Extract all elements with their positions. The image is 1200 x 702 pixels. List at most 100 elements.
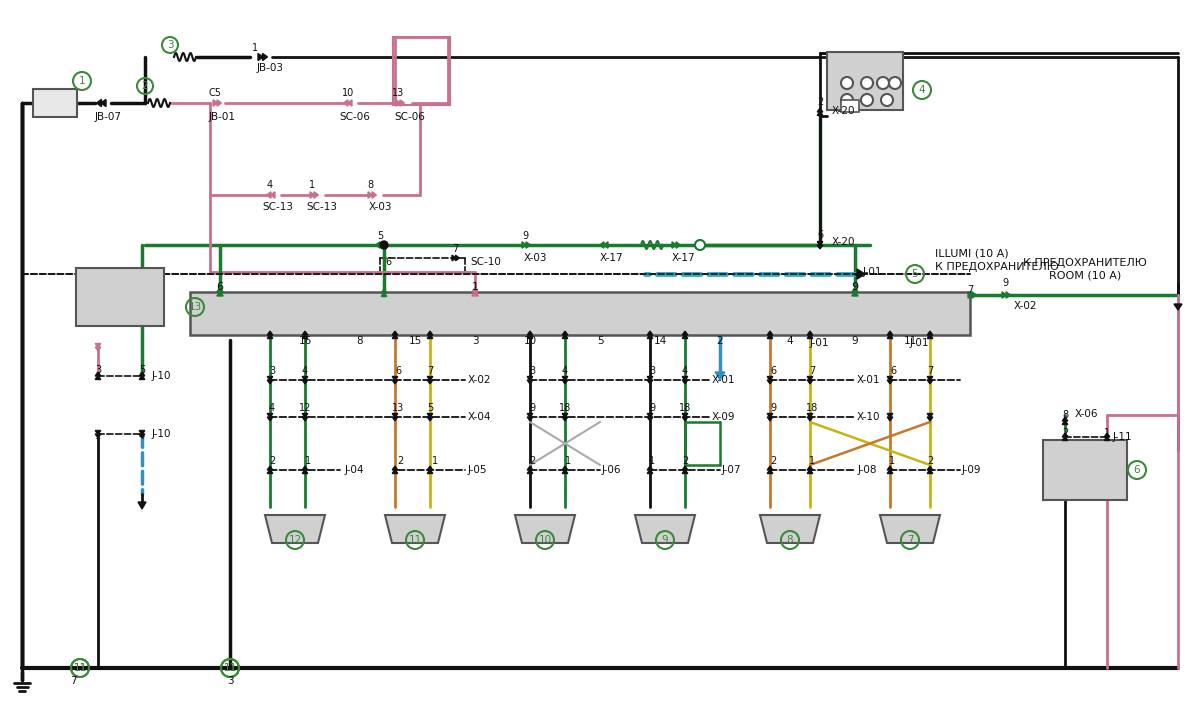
Polygon shape	[887, 335, 893, 338]
Polygon shape	[427, 380, 433, 384]
Polygon shape	[427, 376, 433, 380]
Polygon shape	[647, 413, 653, 418]
Polygon shape	[527, 466, 533, 470]
Polygon shape	[647, 335, 653, 338]
Circle shape	[841, 94, 853, 106]
Text: 4: 4	[562, 366, 568, 376]
Text: 7: 7	[70, 676, 77, 686]
Polygon shape	[887, 466, 893, 470]
Polygon shape	[95, 430, 101, 435]
Bar	[34, 89, 77, 117]
Text: J-09: J-09	[962, 465, 982, 475]
Bar	[394, 37, 450, 105]
Polygon shape	[760, 515, 820, 543]
Text: 2: 2	[529, 456, 535, 466]
Polygon shape	[928, 470, 932, 474]
Polygon shape	[1006, 292, 1010, 298]
Text: 6: 6	[770, 366, 776, 376]
Polygon shape	[563, 417, 568, 421]
Text: 9: 9	[529, 403, 535, 413]
Text: J-07: J-07	[722, 465, 742, 475]
Text: 1: 1	[308, 180, 316, 190]
Text: JB-03: JB-03	[257, 63, 283, 73]
Polygon shape	[928, 380, 932, 384]
Polygon shape	[302, 376, 307, 380]
Text: 1: 1	[889, 456, 895, 466]
Text: 1: 1	[252, 43, 258, 53]
Polygon shape	[385, 515, 445, 543]
Polygon shape	[95, 347, 101, 351]
Polygon shape	[452, 256, 456, 261]
Polygon shape	[268, 380, 272, 384]
Text: 13: 13	[188, 302, 202, 312]
Bar	[190, 292, 970, 335]
Polygon shape	[683, 376, 688, 380]
Text: 5: 5	[596, 336, 604, 346]
Polygon shape	[683, 413, 688, 418]
Polygon shape	[268, 331, 272, 335]
Text: 1: 1	[1104, 428, 1110, 438]
Text: 8: 8	[367, 180, 373, 190]
Polygon shape	[527, 470, 533, 474]
Polygon shape	[139, 434, 145, 438]
Text: 9: 9	[1002, 278, 1008, 288]
Text: 11: 11	[223, 663, 236, 673]
Polygon shape	[647, 380, 653, 384]
Text: X-20: X-20	[832, 106, 856, 116]
Text: 4: 4	[266, 180, 274, 190]
Text: 2: 2	[817, 97, 823, 107]
Text: 3: 3	[227, 676, 233, 686]
Polygon shape	[95, 434, 101, 438]
Text: 10: 10	[523, 336, 536, 346]
Polygon shape	[1062, 437, 1068, 440]
Polygon shape	[95, 343, 101, 347]
Text: 1: 1	[432, 456, 438, 466]
Text: X-17: X-17	[599, 253, 623, 263]
Polygon shape	[928, 376, 932, 380]
Text: 1: 1	[305, 456, 311, 466]
Polygon shape	[263, 53, 268, 60]
Polygon shape	[647, 466, 653, 470]
Polygon shape	[427, 331, 433, 335]
Text: 12: 12	[288, 535, 301, 545]
Polygon shape	[217, 288, 223, 292]
Text: К ПРЕДОХРАНИТЕЛЮ: К ПРЕДОХРАНИТЕЛЮ	[1024, 258, 1147, 268]
Text: 3: 3	[95, 365, 101, 375]
Polygon shape	[1174, 304, 1182, 310]
Polygon shape	[427, 466, 433, 470]
Polygon shape	[392, 376, 398, 380]
Text: 7: 7	[926, 366, 934, 376]
Text: 5: 5	[912, 269, 918, 279]
Text: 9: 9	[770, 403, 776, 413]
Polygon shape	[95, 376, 101, 380]
Text: 1: 1	[809, 456, 815, 466]
Polygon shape	[647, 470, 653, 474]
Polygon shape	[683, 335, 688, 338]
Polygon shape	[271, 192, 275, 198]
Circle shape	[862, 94, 874, 106]
Circle shape	[695, 240, 706, 250]
Polygon shape	[808, 380, 812, 384]
Polygon shape	[715, 372, 725, 380]
Polygon shape	[139, 430, 145, 435]
Text: 8: 8	[1062, 410, 1068, 420]
Text: 1: 1	[472, 282, 479, 292]
Polygon shape	[808, 335, 812, 338]
Text: 2: 2	[716, 336, 724, 346]
Text: 13: 13	[392, 88, 404, 98]
Text: 10: 10	[342, 88, 354, 98]
Polygon shape	[968, 292, 972, 298]
Text: 7: 7	[427, 366, 433, 376]
Polygon shape	[767, 331, 773, 335]
Text: 9: 9	[852, 282, 858, 292]
Text: К ПРЕДОХРАНИТЕЛЮ: К ПРЕДОХРАНИТЕЛЮ	[935, 262, 1058, 272]
Polygon shape	[647, 331, 653, 335]
Polygon shape	[396, 100, 401, 106]
Text: J-08: J-08	[858, 465, 877, 475]
Polygon shape	[268, 470, 272, 474]
Circle shape	[380, 241, 388, 249]
Text: 7: 7	[967, 285, 973, 295]
Text: 6: 6	[385, 257, 391, 267]
Text: SC-13: SC-13	[306, 202, 337, 212]
Polygon shape	[527, 331, 533, 335]
